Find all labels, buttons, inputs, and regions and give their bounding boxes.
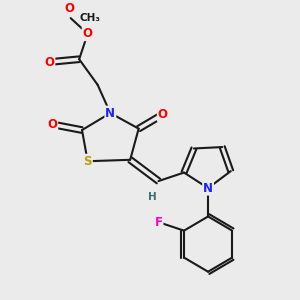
Text: H: H	[148, 192, 157, 202]
Text: O: O	[47, 118, 57, 131]
Text: CH₃: CH₃	[79, 13, 100, 22]
Text: N: N	[203, 182, 213, 195]
Text: S: S	[83, 155, 92, 168]
Text: O: O	[64, 2, 74, 15]
Text: O: O	[83, 27, 93, 40]
Text: N: N	[105, 106, 115, 120]
Text: O: O	[158, 108, 168, 121]
Text: O: O	[44, 56, 54, 69]
Text: F: F	[154, 216, 163, 229]
